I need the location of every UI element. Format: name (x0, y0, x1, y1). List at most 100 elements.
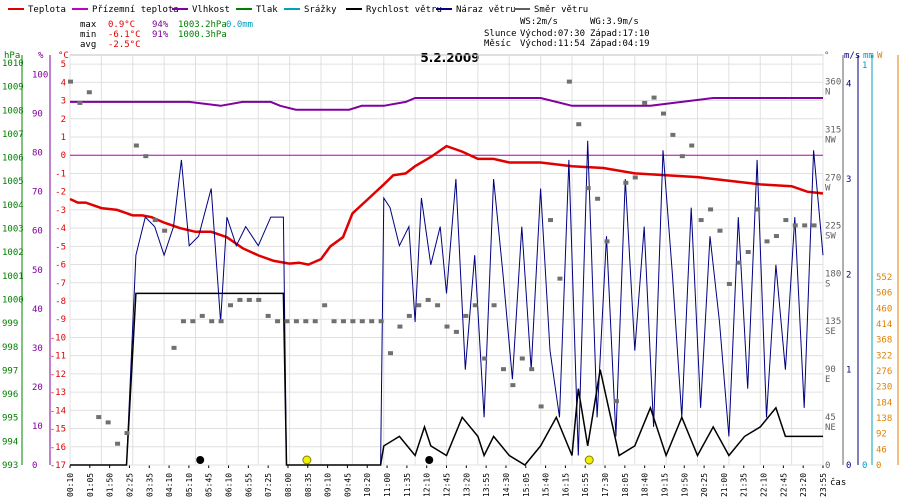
wind-dir-point (566, 79, 572, 84)
axis-time-tick: 19:50 (680, 473, 689, 497)
axis-dir-tick: 270 (825, 173, 841, 183)
axis-dir-compass: N (825, 88, 830, 98)
axis-dir-compass: S (825, 279, 830, 289)
wind-dir-point (77, 100, 83, 105)
axis-time-tick: 09:10 (324, 473, 333, 497)
axis-temp-tick: 5 (61, 60, 66, 70)
axis-temp-tick: -14 (50, 406, 66, 416)
axis-w-tick: 184 (876, 398, 892, 408)
legend-label: Směr větru (534, 5, 588, 15)
axis-hpa-tick: 1000 (2, 295, 24, 305)
wind-speed-line (70, 292, 823, 466)
moon-label: Měsíc (484, 39, 511, 49)
axis-pct-tick: 20 (32, 383, 43, 393)
axis-time-tick: 13:20 (462, 473, 471, 497)
stats-max-press: 1003.2hPa (178, 20, 227, 30)
wind-dir-point (68, 79, 73, 84)
wind-dir-point (548, 218, 554, 223)
axis-dir-compass: NW (825, 136, 836, 146)
chart-title: 5.2.2009 (420, 51, 479, 65)
axis-ms-tick: 4 (846, 80, 851, 90)
wind-dir-point (124, 431, 130, 436)
axis-time-tick: 23:55 (819, 473, 828, 497)
axis-temp-tick: -3 (55, 206, 66, 216)
wind-dir-point (623, 180, 629, 185)
axis-time-tick: 16:55 (581, 473, 590, 497)
axis-time-tick: 12:10 (423, 473, 432, 497)
axis-dir-compass: NE (825, 423, 836, 433)
stats-max-hum: 94% (152, 20, 169, 30)
axis-dir-tick: 360 (825, 78, 841, 88)
axis-w-tick: 0 (876, 461, 881, 471)
wind-dir-point (595, 196, 601, 201)
wind-dir-point (444, 324, 450, 329)
axis-time-tick: 12:45 (443, 473, 452, 497)
wind-dir-point (397, 324, 403, 329)
wind-dir-point (792, 223, 798, 228)
axis-temp-tick: -7 (55, 279, 66, 289)
axis-temp-tick: -5 (55, 242, 66, 252)
wind-dir-point (275, 319, 281, 324)
axis-w-tick: 276 (876, 367, 892, 377)
wind-dir-point (350, 319, 356, 324)
wind-dir-point (209, 319, 215, 324)
axis-hpa-tick: 996 (2, 390, 18, 400)
wind-dir-point (199, 313, 205, 318)
axis-hpa-tick: 1007 (2, 130, 24, 140)
axis-temp-tick: -13 (50, 388, 66, 398)
axis-hpa-tick: 1004 (2, 201, 24, 211)
axis-w-tick: 506 (876, 289, 892, 299)
wind-dir-point (557, 276, 563, 281)
sun-set: Západ:17:10 (590, 29, 650, 39)
axis-hpa-tick: 1006 (2, 154, 24, 164)
axis-hpa-tick: 999 (2, 319, 18, 329)
axes: 1010100910081007100610051004100310021001… (2, 55, 899, 497)
moon-set: Západ:04:19 (590, 39, 650, 49)
stats-min-press: 1000.3hPa (178, 30, 227, 40)
axis-pct-tick: 100 (32, 71, 48, 81)
moon-rise: Východ:11:54 (520, 39, 585, 49)
axis-w-tick: 460 (876, 304, 892, 314)
wind-dir-point (472, 303, 478, 308)
wind-dir-point (576, 122, 582, 127)
axis-pct-tick: 80 (32, 149, 43, 159)
axis-temp-tick: -16 (50, 443, 66, 453)
wind-dir-point (425, 297, 431, 302)
wind-dir-point (416, 303, 422, 308)
wind-dir-point (670, 132, 676, 137)
wind-dir-point (105, 420, 111, 425)
stats-avg-label: avg (80, 40, 96, 50)
axis-dir-compass: SE (825, 327, 836, 337)
legend: Teplota Přízemní teplota Vlhkost Tlak Srážky… (8, 5, 588, 15)
legend-label: Náraz větru (456, 5, 516, 15)
wind-dir-point (143, 154, 149, 159)
sun-rise: Východ:07:30 (520, 29, 585, 39)
axis-time-tick: 18:05 (621, 473, 630, 497)
axis-time-tick: 07:25 (264, 473, 273, 497)
wind-dir-point (388, 351, 394, 356)
axis-mm-tick: 1 (862, 61, 867, 71)
axis-w-tick: 322 (876, 351, 892, 361)
axis-w-label: W (877, 51, 883, 61)
legend-label: Vlhkost (192, 5, 230, 15)
wind-dir-point (529, 367, 535, 372)
axis-w-tick: 414 (876, 320, 892, 330)
axis-temp-tick: -1 (55, 169, 66, 179)
sun-icon (584, 455, 594, 465)
wind-dir-point (708, 207, 714, 212)
axis-dir-compass: E (825, 375, 830, 385)
axis-time-tick: 23:20 (799, 473, 808, 497)
axis-temp-tick: 2 (61, 115, 66, 125)
axis-dir-tick: 135 (825, 317, 841, 327)
axis-hpa-tick: 1005 (2, 177, 24, 187)
wind-dir-point (96, 415, 102, 420)
axis-temp-tick: 0 (61, 151, 66, 161)
grid (69, 54, 824, 466)
axis-w-tick: 552 (876, 273, 892, 283)
wind-dir-point (359, 319, 365, 324)
axis-dir-tick: 45 (825, 413, 836, 423)
wind-dir-point (256, 297, 262, 302)
wind-dir-point (802, 223, 808, 228)
axis-dir-tick: 315 (825, 126, 841, 136)
